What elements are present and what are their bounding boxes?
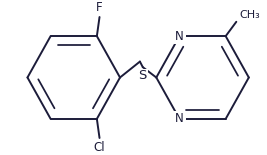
Text: CH₃: CH₃ <box>239 10 260 20</box>
Text: Cl: Cl <box>94 141 105 154</box>
Text: N: N <box>175 30 184 43</box>
Text: S: S <box>139 69 147 82</box>
Text: N: N <box>175 112 184 125</box>
Text: N: N <box>175 112 184 125</box>
Text: N: N <box>175 30 184 43</box>
Text: F: F <box>96 1 103 14</box>
